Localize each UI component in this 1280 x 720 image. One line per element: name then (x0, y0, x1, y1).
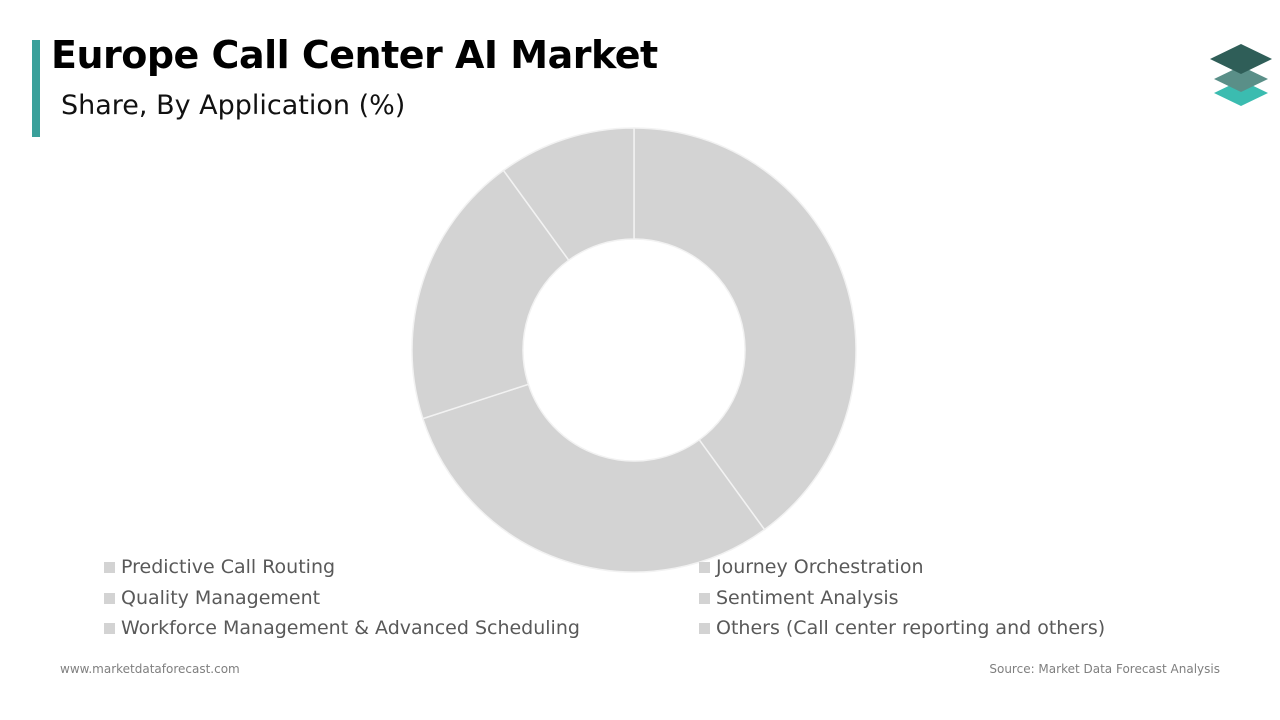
title-accent-bar (32, 40, 40, 137)
donut-slice-quality-management (421, 383, 766, 573)
donut-slice-journey-orchestration (502, 127, 635, 262)
donut-slice-workforce-management-advanced-scheduling (411, 169, 570, 420)
chart-title: Europe Call Center AI Market (51, 33, 658, 77)
website-footer: www.marketdataforecast.com (60, 662, 240, 676)
stacked-layers-icon (1210, 44, 1272, 106)
chart-subtitle: Share, By Application (%) (61, 90, 406, 121)
donut-slice-predictive-call-routing (633, 127, 857, 531)
source-footer: Source: Market Data Forecast Analysis (989, 662, 1220, 676)
